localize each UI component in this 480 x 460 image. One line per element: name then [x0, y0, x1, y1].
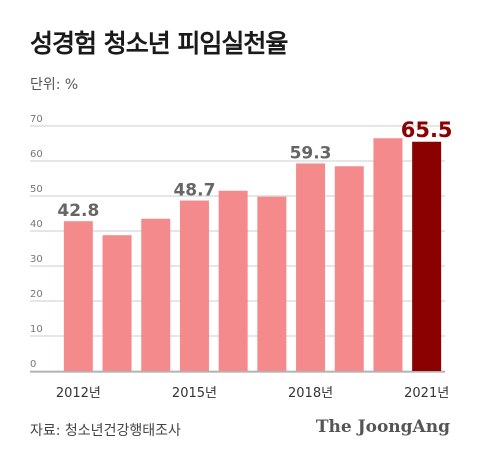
- data-label: 42.8: [57, 201, 99, 221]
- bar-highlight: [412, 141, 442, 371]
- bar: [179, 200, 209, 371]
- x-tick-label: 2015년: [172, 386, 217, 401]
- bar: [141, 218, 171, 371]
- brand-logo: The JoongAng: [315, 417, 450, 437]
- y-tick-label: 70: [30, 114, 43, 125]
- bar: [373, 138, 403, 371]
- x-tick-label: 2012년: [56, 386, 101, 401]
- y-tick-label: 0: [30, 359, 36, 370]
- bar: [334, 166, 364, 371]
- y-tick-label: 20: [30, 289, 43, 300]
- bar: [296, 163, 326, 371]
- bar: [257, 196, 287, 371]
- data-label: 65.5: [401, 118, 453, 142]
- y-tick-label: 10: [30, 324, 43, 335]
- y-tick-label: 60: [30, 149, 43, 160]
- x-tick-label: 2018년: [288, 386, 333, 401]
- y-tick-label: 30: [30, 254, 43, 265]
- y-tick-label: 50: [30, 184, 43, 195]
- bar: [102, 235, 132, 371]
- x-tick-label: 2021년: [404, 386, 449, 401]
- bar: [218, 190, 248, 371]
- data-label: 59.3: [290, 143, 332, 163]
- chart-title: 성경험 청소년 피임실천율: [30, 29, 288, 58]
- bar: [63, 221, 93, 371]
- bar-chart: 0 10 20 30 40 50 60 70 42.8 2012년 48.7 2015년 59.3 201…: [30, 114, 453, 401]
- data-label: 48.7: [173, 181, 215, 201]
- source-note: 자료: 청소년건강행태조사: [30, 423, 181, 439]
- unit-label: 단위: %: [30, 77, 79, 93]
- y-tick-label: 40: [30, 219, 43, 230]
